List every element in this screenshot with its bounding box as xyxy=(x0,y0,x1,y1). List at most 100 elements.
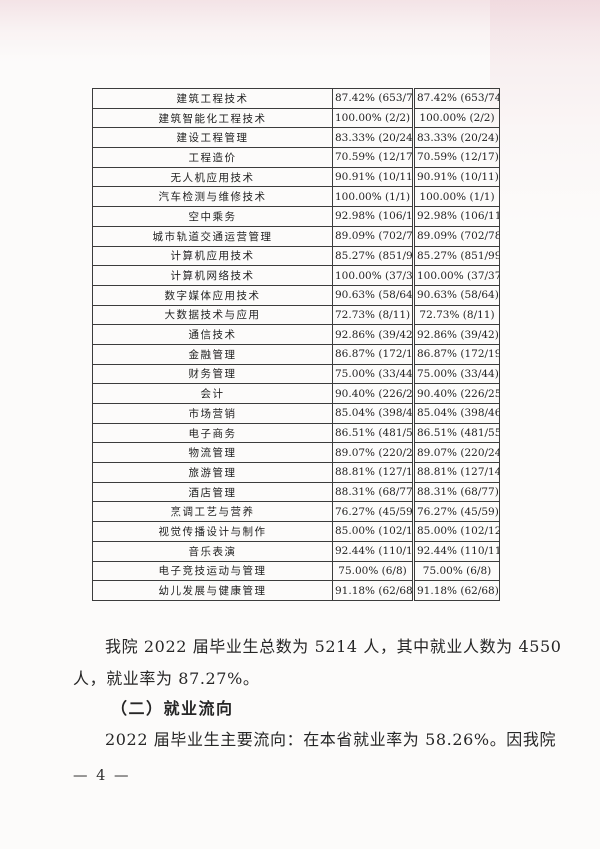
rate-cell: 89.07% (220/247) xyxy=(332,442,414,464)
rate-cell: 85.27% (851/998) xyxy=(412,245,500,267)
summary-paragraph-line-1: 我院 2022 届毕业生总数为 5214 人，其中就业人数为 4550 xyxy=(105,637,562,656)
major-cell: 汽车检测与维修技术 xyxy=(92,186,333,208)
table-row: 电子竞技运动与管理 75.00% (6/8) 75.00% (6/8) xyxy=(92,560,500,582)
scan-tint-top xyxy=(0,0,600,62)
rate-cell: 85.04% (398/468) xyxy=(332,403,414,424)
table-row: 数字媒体应用技术 90.63% (58/64) 90.63% (58/64) xyxy=(92,284,500,306)
summary-paragraph-line-2: 人，就业率为 87.27%。 xyxy=(73,669,260,688)
rate-cell: 87.42% (653/747) xyxy=(412,88,500,109)
page-number: — 4 — xyxy=(73,768,131,784)
rate-cell: 92.98% (106/114) xyxy=(412,206,500,227)
major-cell: 幼儿发展与健康管理 xyxy=(92,580,333,601)
rate-cell: 76.27% (45/59) xyxy=(412,501,500,523)
rate-cell: 75.00% (33/44) xyxy=(332,363,414,385)
table-row: 建设工程管理 83.33% (20/24) 83.33% (20/24) xyxy=(92,127,500,149)
major-cell: 建筑工程技术 xyxy=(92,88,333,109)
rate-cell: 88.81% (127/143) xyxy=(412,462,500,483)
rate-cell: 83.33% (20/24) xyxy=(412,127,500,149)
rate-cell: 90.63% (58/64) xyxy=(412,284,500,306)
rate-cell: 100.00% (1/1) xyxy=(412,186,500,208)
major-cell: 音乐表演 xyxy=(92,540,333,562)
rate-cell: 88.31% (68/77) xyxy=(332,481,414,503)
scan-tint-right xyxy=(490,0,600,225)
major-cell: 计算机网络技术 xyxy=(92,265,333,286)
rate-cell: 100.00% (37/37) xyxy=(412,265,500,286)
rate-cell: 70.59% (12/17) xyxy=(412,147,500,168)
rate-cell: 100.00% (2/2) xyxy=(412,107,500,129)
rate-cell: 89.09% (702/788) xyxy=(412,225,500,247)
major-cell: 城市轨道交通运营管理 xyxy=(92,225,333,247)
major-cell: 计算机应用技术 xyxy=(92,245,333,267)
major-cell: 工程造价 xyxy=(92,147,333,168)
rate-cell: 86.51% (481/556) xyxy=(412,422,500,444)
table-row: 工程造价 70.59% (12/17) 70.59% (12/17) xyxy=(92,147,500,168)
major-cell: 金融管理 xyxy=(92,343,333,365)
major-cell: 视觉传播设计与制作 xyxy=(92,521,333,542)
rate-cell: 70.59% (12/17) xyxy=(332,147,414,168)
rate-cell: 75.00% (33/44) xyxy=(412,363,500,385)
rate-cell: 85.00% (102/120) xyxy=(332,521,414,542)
rate-cell: 100.00% (1/1) xyxy=(332,186,414,208)
rate-cell: 92.86% (39/42) xyxy=(412,324,500,345)
major-cell: 电子竞技运动与管理 xyxy=(92,560,333,582)
major-cell: 物流管理 xyxy=(92,442,333,464)
rate-cell: 87.42% (653/747) xyxy=(332,88,414,109)
rate-cell: 90.91% (10/11) xyxy=(332,166,414,188)
rate-cell: 91.18% (62/68) xyxy=(332,580,414,601)
rate-cell: 92.98% (106/114) xyxy=(332,206,414,227)
rate-cell: 92.86% (39/42) xyxy=(332,324,414,345)
table-row: 烹调工艺与营养 76.27% (45/59) 76.27% (45/59) xyxy=(92,501,500,523)
rate-cell: 90.40% (226/250) xyxy=(332,383,414,404)
rate-cell: 91.18% (62/68) xyxy=(412,580,500,601)
rate-cell: 100.00% (37/37) xyxy=(332,265,414,286)
rate-cell: 100.00% (2/2) xyxy=(332,107,414,129)
table-row: 汽车检测与维修技术 100.00% (1/1) 100.00% (1/1) xyxy=(92,186,500,208)
major-cell: 旅游管理 xyxy=(92,462,333,483)
major-cell: 市场营销 xyxy=(92,403,333,424)
rate-cell: 89.07% (220/247) xyxy=(412,442,500,464)
major-cell: 无人机应用技术 xyxy=(92,166,333,188)
rate-cell: 88.31% (68/77) xyxy=(412,481,500,503)
rate-cell: 76.27% (45/59) xyxy=(332,501,414,523)
flow-paragraph-line-1: 2022 届毕业生主要流向：在本省就业率为 58.26%。因我院 xyxy=(105,730,557,749)
table-row: 幼儿发展与健康管理 91.18% (62/68) 91.18% (62/68) xyxy=(92,580,500,601)
rate-cell: 72.73% (8/11) xyxy=(332,304,414,326)
major-cell: 会计 xyxy=(92,383,333,404)
rate-cell: 85.00% (102/120) xyxy=(412,521,500,542)
major-cell: 建筑智能化工程技术 xyxy=(92,107,333,129)
major-cell: 财务管理 xyxy=(92,363,333,385)
table-row: 酒店管理 88.31% (68/77) 88.31% (68/77) xyxy=(92,481,500,503)
rate-cell: 83.33% (20/24) xyxy=(332,127,414,149)
table-row: 大数据技术与应用 72.73% (8/11) 72.73% (8/11) xyxy=(92,304,500,326)
rate-cell: 86.87% (172/198) xyxy=(332,343,414,365)
table-row: 通信技术 92.86% (39/42) 92.86% (39/42) xyxy=(92,324,500,345)
rate-cell: 90.91% (10/11) xyxy=(412,166,500,188)
rate-cell: 86.87% (172/198) xyxy=(412,343,500,365)
major-cell: 电子商务 xyxy=(92,422,333,444)
table-row: 财务管理 75.00% (33/44) 75.00% (33/44) xyxy=(92,363,500,385)
major-cell: 烹调工艺与营养 xyxy=(92,501,333,523)
rate-cell: 72.73% (8/11) xyxy=(412,304,500,326)
major-cell: 大数据技术与应用 xyxy=(92,304,333,326)
table-row: 建筑智能化工程技术 100.00% (2/2) 100.00% (2/2) xyxy=(92,107,500,129)
rate-cell: 90.63% (58/64) xyxy=(332,284,414,306)
rate-cell: 75.00% (6/8) xyxy=(332,560,414,582)
major-cell: 空中乘务 xyxy=(92,206,333,227)
rate-cell: 92.44% (110/119) xyxy=(412,540,500,562)
rate-cell: 88.81% (127/143) xyxy=(332,462,414,483)
rate-cell: 85.04% (398/468) xyxy=(412,403,500,424)
table-row: 无人机应用技术 90.91% (10/11) 90.91% (10/11) xyxy=(92,166,500,188)
